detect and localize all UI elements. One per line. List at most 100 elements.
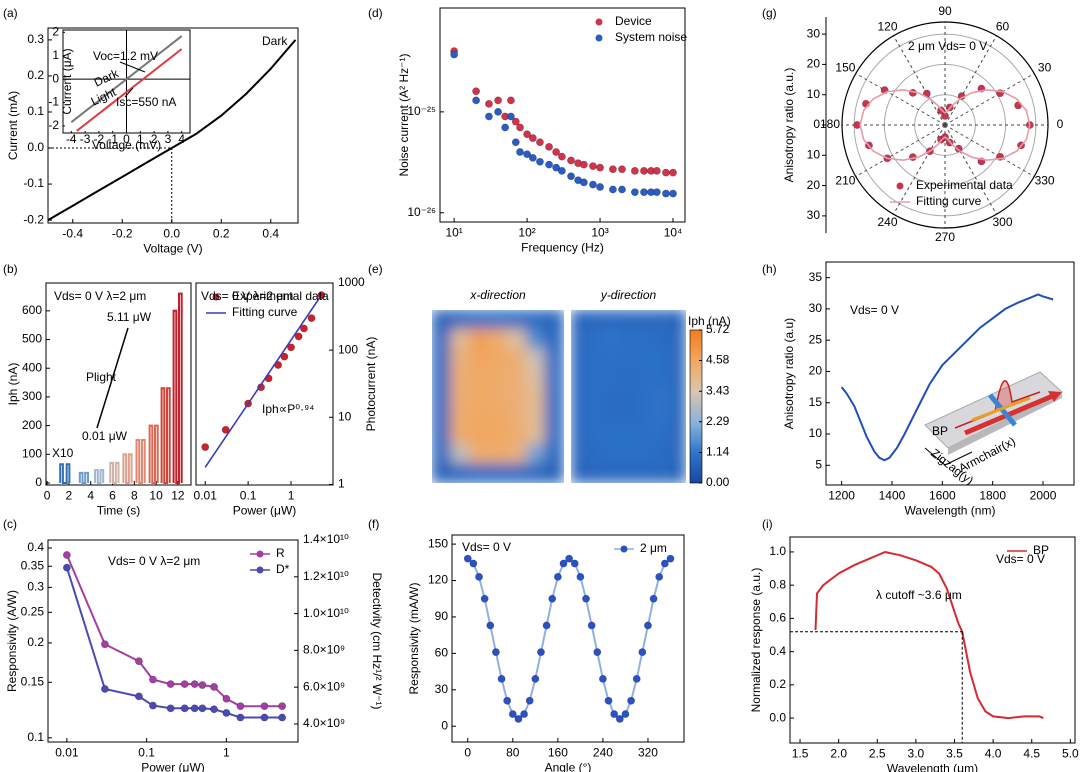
heat-cell — [669, 367, 686, 388]
data-point — [618, 185, 626, 194]
x-tick-label: 4.5 — [1023, 747, 1040, 761]
data-point — [558, 166, 566, 175]
heat-cell — [432, 424, 452, 446]
y-tick-label: 0.35 — [21, 558, 45, 572]
legend-marker — [256, 550, 264, 558]
theta-tick-label: 150 — [835, 61, 855, 75]
series-line — [814, 550, 1044, 720]
x-tick-label: 0.1 — [240, 489, 257, 503]
inset-illustration — [924, 371, 1063, 466]
heat-cell — [619, 444, 638, 465]
data-point — [210, 683, 218, 691]
series-line — [47, 39, 297, 221]
x-axis-label: Voltage (mV) — [92, 138, 161, 152]
y-tick-label: 10 — [338, 409, 352, 423]
y-tick-label: -0.2 — [23, 212, 44, 226]
heat-cell — [619, 347, 638, 369]
x-tick-label: 1 — [223, 746, 230, 760]
y-tick-label: 0.0 — [769, 710, 786, 724]
data-point — [589, 180, 597, 189]
data-point — [278, 702, 287, 711]
data-point — [640, 166, 648, 175]
image-title: y-direction — [600, 288, 657, 302]
data-point — [548, 594, 557, 603]
x-tick-label: 0.2 — [213, 227, 230, 241]
axes-frame — [47, 539, 299, 743]
y-tick-label: 10 — [807, 147, 821, 161]
data-point — [531, 674, 540, 683]
heat-cell — [469, 424, 490, 446]
heat-cell — [469, 405, 490, 426]
colorbar-tick-label: 4.58 — [706, 353, 730, 367]
heat-cell — [525, 310, 546, 330]
heat-cell — [652, 347, 671, 369]
heat-cell — [450, 444, 471, 465]
data-point — [501, 123, 510, 132]
axes-frame — [47, 27, 299, 224]
annotation: BP — [932, 424, 948, 438]
x-tick-label: -1 — [107, 132, 118, 146]
annotation: Vds= 0 V — [850, 303, 899, 317]
y2-tick-label: 6.0×10⁹ — [303, 679, 345, 693]
heat-cell — [669, 347, 686, 369]
data-point — [609, 185, 617, 194]
y-tick-label: 20 — [809, 364, 823, 378]
data-point — [520, 710, 528, 718]
heat-cell — [603, 444, 621, 465]
spoke — [944, 124, 997, 215]
data-point — [62, 551, 71, 559]
x-tick-label: 3.5 — [946, 747, 963, 761]
y-tick-label: -2 — [48, 118, 59, 132]
data-point — [666, 554, 675, 563]
heat-cell — [469, 367, 490, 388]
series-line — [859, 88, 1031, 162]
heat-cell — [571, 405, 588, 426]
y-tick-label: 0.6 — [769, 611, 786, 625]
heat-cell — [652, 444, 671, 465]
x-tick-label: 1200 — [828, 489, 855, 503]
series-line — [122, 453, 133, 484]
annotation: 2 μm Vds= 0 V — [908, 39, 987, 53]
x-tick-label: 320 — [638, 746, 658, 760]
axes-frame — [451, 534, 685, 743]
series-line — [70, 35, 183, 123]
heat-cell — [586, 405, 605, 426]
data-point — [135, 692, 143, 701]
data-point — [587, 621, 596, 630]
x-axis-label: Power (μW) — [233, 504, 297, 518]
annotation: Voc=1.2 mV — [93, 49, 158, 63]
y2-axis-label: Detectivity (cm Hz¹/² W⁻¹) — [370, 573, 384, 710]
y-tick-label: 0.2 — [27, 68, 44, 82]
series-line — [172, 292, 183, 484]
y-tick-label: 100 — [22, 446, 42, 460]
x-tick-label: 1400 — [879, 489, 906, 503]
heat-cell — [506, 444, 527, 465]
panel-label: (a) — [3, 6, 18, 20]
data-point — [222, 709, 231, 717]
x-tick-label: 10³ — [591, 226, 608, 240]
y2-tick-label: 8.0×10⁹ — [303, 643, 345, 657]
data-point — [553, 572, 562, 581]
data-point — [669, 168, 677, 177]
colorbar-tick-label: 3.43 — [706, 383, 730, 397]
heat-cell — [525, 328, 546, 349]
legend-label: System noise — [615, 30, 687, 44]
data-point — [180, 680, 189, 689]
series-line — [76, 48, 183, 132]
data-point — [644, 621, 652, 630]
x-tick-label: 12 — [171, 489, 185, 503]
annotation: Vds= 0 V — [996, 552, 1045, 566]
heat-cell — [525, 367, 546, 388]
heat-cell — [450, 463, 471, 483]
y2-tick-label: 1.4×10¹⁰ — [303, 532, 349, 546]
colorbar-tick-label: 5.72 — [706, 322, 730, 336]
heat-cell — [619, 463, 638, 483]
heat-cell — [619, 386, 638, 407]
y-tick-label: 5 — [815, 457, 822, 471]
heat-cell — [432, 310, 452, 330]
data-point — [180, 704, 189, 713]
data-point — [300, 324, 308, 333]
data-point — [494, 107, 502, 116]
x-tick-label: 0 — [464, 746, 471, 760]
heat-cell — [571, 424, 588, 446]
